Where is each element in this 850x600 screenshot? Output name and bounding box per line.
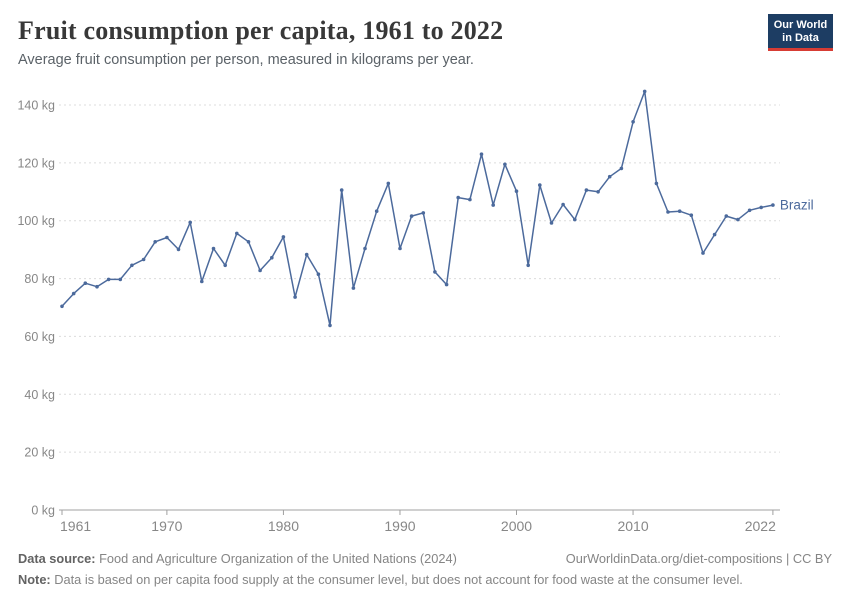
x-axis-label: 2022 [745,518,776,534]
x-axis-label: 2010 [617,518,648,534]
note-line: Note: Data is based on per capita food s… [18,572,743,587]
data-point[interactable] [736,217,740,222]
data-point[interactable] [188,220,192,225]
datasource-label: Data source: [18,551,96,566]
owid-link[interactable]: OurWorldinData.org/diet-compositions | C… [565,551,832,566]
data-point[interactable] [491,203,496,207]
data-point[interactable] [153,240,157,244]
series-end-label: Brazil [780,198,814,213]
data-point[interactable] [281,235,286,239]
data-point[interactable] [141,257,146,262]
chart-title: Fruit consumption per capita, 1961 to 20… [18,16,504,45]
data-point[interactable] [176,247,181,252]
data-point[interactable] [607,174,612,179]
chart-footer: Data source: Food and Agriculture Organi… [18,548,832,590]
x-axis-label: 2000 [501,518,532,534]
data-point[interactable] [666,210,670,214]
data-point[interactable] [316,272,321,276]
y-axis-label: 0 kg [31,504,55,518]
data-point[interactable] [561,202,565,207]
data-point[interactable] [514,189,519,193]
line-chart: 0 kg 20 kg 40 kg 60 kg 80 kg 100 kg 120 kg 140 … [17,89,814,534]
data-point[interactable] [293,295,297,299]
data-point[interactable] [619,166,624,171]
data-point[interactable] [363,246,367,251]
data-point[interactable] [304,252,309,257]
data-point[interactable] [433,270,437,274]
data-point[interactable] [479,152,484,156]
data-point[interactable] [60,304,64,309]
data-point[interactable] [677,209,682,213]
data-point[interactable] [642,89,647,94]
data-point[interactable] [95,284,99,289]
data-point[interactable] [712,232,717,237]
data-point[interactable] [549,221,554,225]
y-axis-label: 20 kg [24,446,55,460]
data-point[interactable] [270,255,274,260]
note-text: Data is based on per capita food supply … [54,572,743,587]
data-point[interactable] [118,277,123,282]
data-point[interactable] [724,214,729,218]
y-axis-label: 60 kg [24,330,55,344]
data-point[interactable] [701,251,705,255]
x-axis-label: 1980 [268,518,299,534]
data-point[interactable] [200,279,204,284]
data-point[interactable] [374,209,379,213]
y-axis-label: 140 kg [17,99,55,113]
data-point[interactable] [444,282,449,287]
y-axis-label: 40 kg [24,388,55,402]
x-axis-label: 1990 [384,518,415,534]
data-point[interactable] [468,197,472,202]
x-axis-label: 1970 [151,518,182,534]
datasource-line: Data source: Food and Agriculture Organi… [18,548,457,569]
datasource-text: Food and Agriculture Organization of the… [99,551,457,566]
data-point[interactable] [165,235,169,240]
data-point[interactable] [339,188,344,192]
data-point[interactable] [211,246,216,251]
chart-subtitle: Average fruit consumption per person, me… [18,52,474,68]
data-point[interactable] [584,188,589,192]
data-point[interactable] [235,231,239,236]
brazil-series-line[interactable] [61,90,774,327]
data-point[interactable] [246,240,251,244]
data-point[interactable] [759,205,763,210]
data-point[interactable] [631,120,635,124]
x-axis-label: 1961 [60,518,91,534]
data-point[interactable] [526,263,530,268]
data-point[interactable] [689,213,694,217]
data-point[interactable] [106,277,111,282]
y-axis-label: 80 kg [24,272,55,286]
data-point[interactable] [503,162,507,167]
note-label: Note: [18,572,51,587]
data-point[interactable] [771,203,775,207]
y-axis-label: 120 kg [17,156,55,170]
data-point[interactable] [71,291,76,296]
data-point[interactable] [398,246,402,251]
data-point[interactable] [421,211,426,215]
data-point[interactable] [223,263,227,268]
data-point[interactable] [538,183,542,187]
owid-logo[interactable]: Our World in Data [768,14,833,51]
data-point[interactable] [83,281,88,285]
owid-logo-line1: Our World [773,19,828,31]
data-point[interactable] [456,195,461,200]
data-point[interactable] [130,263,134,268]
data-point[interactable] [386,181,391,186]
data-point[interactable] [654,181,659,186]
data-point[interactable] [573,217,577,222]
data-point[interactable] [596,190,600,194]
owid-logo-line2: in Data [782,31,819,44]
data-point[interactable] [328,323,332,328]
y-axis-label: 100 kg [17,214,55,228]
data-point[interactable] [747,208,752,213]
data-point[interactable] [351,286,356,290]
data-point[interactable] [258,268,262,273]
data-point[interactable] [409,214,414,218]
